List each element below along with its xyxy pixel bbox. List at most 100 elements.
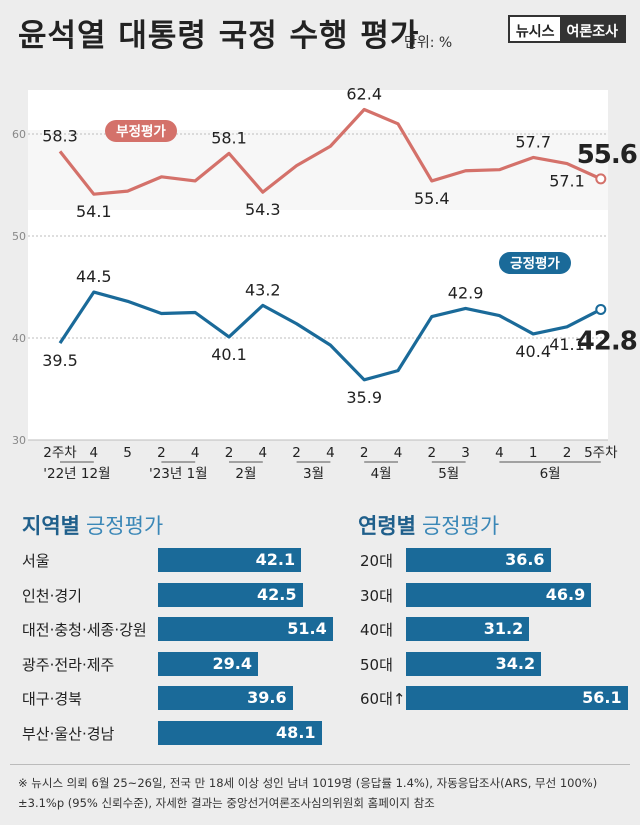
data-label: 42.8 — [577, 326, 637, 356]
bar-value-label: 31.2 — [483, 619, 524, 638]
series-tag-label: 긍정평가 — [510, 255, 560, 272]
region-title-main: 지역별 — [22, 514, 80, 538]
x-tick-label: 3 — [461, 445, 470, 461]
bar: 42.5 — [158, 582, 303, 607]
line-chart: 30 40 50 60 2주차 4 5 2 4 2 4 2 4 2 4 2 3 4 1 2 5주차 '22년 12월 '23… — [12, 85, 638, 482]
data-label: 62.4 — [346, 85, 382, 104]
bar-value-label: 42.1 — [255, 550, 296, 569]
series-end-point — [595, 173, 607, 185]
plot-band — [28, 130, 608, 210]
data-label: 41.1 — [549, 335, 585, 354]
bar-category-label: 30대 — [360, 586, 393, 605]
data-label: 54.3 — [245, 200, 281, 219]
x-tick-label: 2 — [292, 445, 301, 461]
bar-value-label: 34.2 — [495, 653, 536, 673]
bar: 51.4 — [158, 617, 333, 641]
bar: 36.6 — [406, 548, 551, 572]
bar-category-label: 40대 — [360, 621, 393, 639]
x-tick-label: 4 — [495, 445, 504, 461]
x-group-label: 4월 — [371, 466, 392, 482]
brand-right: 여론조사 — [560, 17, 624, 41]
data-label: 54.1 — [76, 202, 112, 221]
bar-value-label: 51.4 — [287, 619, 327, 638]
x-tick-label: 5주차 — [584, 445, 618, 461]
x-group-label: '23년 1월 — [149, 466, 208, 482]
x-tick-label: 2 — [563, 445, 572, 461]
data-label: 55.6 — [577, 140, 637, 170]
x-group-label: 5월 — [438, 466, 459, 482]
data-label: 42.9 — [448, 283, 484, 302]
bar-category-label: 대전·충청·세종·강원 — [22, 621, 147, 639]
series-tag-label: 부정평가 — [116, 123, 166, 140]
x-tick-label: 5 — [123, 445, 132, 461]
age-chart-title: 연령별 긍정평가 — [358, 510, 499, 540]
x-tick-label: 2 — [157, 445, 166, 461]
bar: 56.1 — [406, 686, 628, 710]
x-group-label: 6월 — [540, 466, 561, 482]
x-tick-label: 4 — [259, 445, 268, 461]
bar-value-label: 29.4 — [212, 653, 252, 673]
bar: 39.6 — [158, 686, 293, 710]
x-tick-label: 4 — [90, 445, 99, 461]
data-label: 57.1 — [549, 172, 585, 191]
series-line-negative — [58, 107, 602, 196]
x-tick-label: 4 — [191, 445, 200, 461]
bar-value-label: 36.6 — [505, 550, 545, 569]
data-label: 35.9 — [346, 388, 382, 407]
bar: 31.2 — [406, 617, 530, 641]
x-tick-label: 2주차 — [43, 445, 77, 461]
region-chart-title: 지역별 긍정평가 — [22, 510, 163, 540]
bar-category-label: 60대↑ — [360, 690, 406, 708]
data-label: 40.4 — [515, 342, 551, 361]
bar-value-label: 46.9 — [545, 584, 586, 604]
x-tick-label: 4 — [394, 445, 403, 461]
data-label: 44.5 — [76, 267, 112, 286]
brand-left: 뉴시스 — [509, 17, 561, 41]
footnote-divider — [10, 764, 630, 765]
bar-value-label: 39.6 — [247, 688, 287, 707]
bar-value-label: 48.1 — [276, 722, 316, 742]
data-label: 58.3 — [42, 126, 78, 145]
page-title: 윤석열 대통령 국정 수행 평가 — [18, 18, 420, 54]
region-title-sub: 긍정평가 — [85, 514, 164, 538]
bar: 48.1 — [158, 720, 322, 745]
bar: 34.2 — [406, 651, 542, 676]
x-group-label: 3월 — [303, 466, 324, 482]
series-tag-bg — [499, 252, 571, 274]
series-line-positive — [58, 290, 602, 382]
bar-value-label: 56.1 — [582, 688, 622, 707]
bar-category-label: 20대 — [360, 552, 393, 570]
data-label: 57.7 — [515, 132, 551, 151]
x-group-label: '22년 12월 — [43, 466, 110, 482]
x-tick-label: 4 — [326, 445, 335, 461]
footnote: ※ 뉴시스 의뢰 6월 25~26일, 전국 만 18세 이상 성인 남녀 10… — [18, 776, 598, 810]
bar: 42.1 — [158, 548, 302, 572]
data-label: 58.1 — [211, 128, 247, 147]
bar-category-label: 50대 — [360, 655, 393, 674]
age-title-main: 연령별 — [358, 514, 416, 538]
bar-category-label: 광주·전라·제주 — [22, 655, 115, 674]
x-group-label: 2월 — [235, 466, 256, 482]
bar-category-label: 부산·울산·경남 — [22, 724, 115, 743]
data-label: 40.1 — [211, 345, 247, 364]
bar-category-label: 대구·경북 — [22, 690, 82, 708]
data-label: 43.2 — [245, 280, 281, 299]
bar: 29.4 — [158, 651, 258, 676]
x-tick-label: 2 — [225, 445, 234, 461]
bar: 46.9 — [406, 582, 592, 607]
data-label: 39.5 — [42, 351, 78, 370]
unit-label: 단위: % — [404, 35, 453, 51]
brand-badge: 뉴시스 여론조사 — [507, 15, 626, 43]
age-title-sub: 긍정평가 — [421, 514, 500, 538]
y-tick-label: 40 — [12, 332, 26, 345]
x-tick-label: 2 — [428, 445, 437, 461]
bar-value-label: 42.5 — [257, 584, 297, 604]
bar-category-label: 인천·경기 — [22, 586, 82, 605]
x-tick-label: 2 — [360, 445, 369, 461]
bar-category-label: 서울 — [22, 552, 50, 570]
y-tick-label: 30 — [12, 434, 26, 447]
x-tick-label: 1 — [529, 445, 538, 461]
series-tag-bg — [105, 120, 177, 142]
series-end-point — [595, 303, 607, 315]
y-tick-label: 60 — [12, 128, 26, 141]
